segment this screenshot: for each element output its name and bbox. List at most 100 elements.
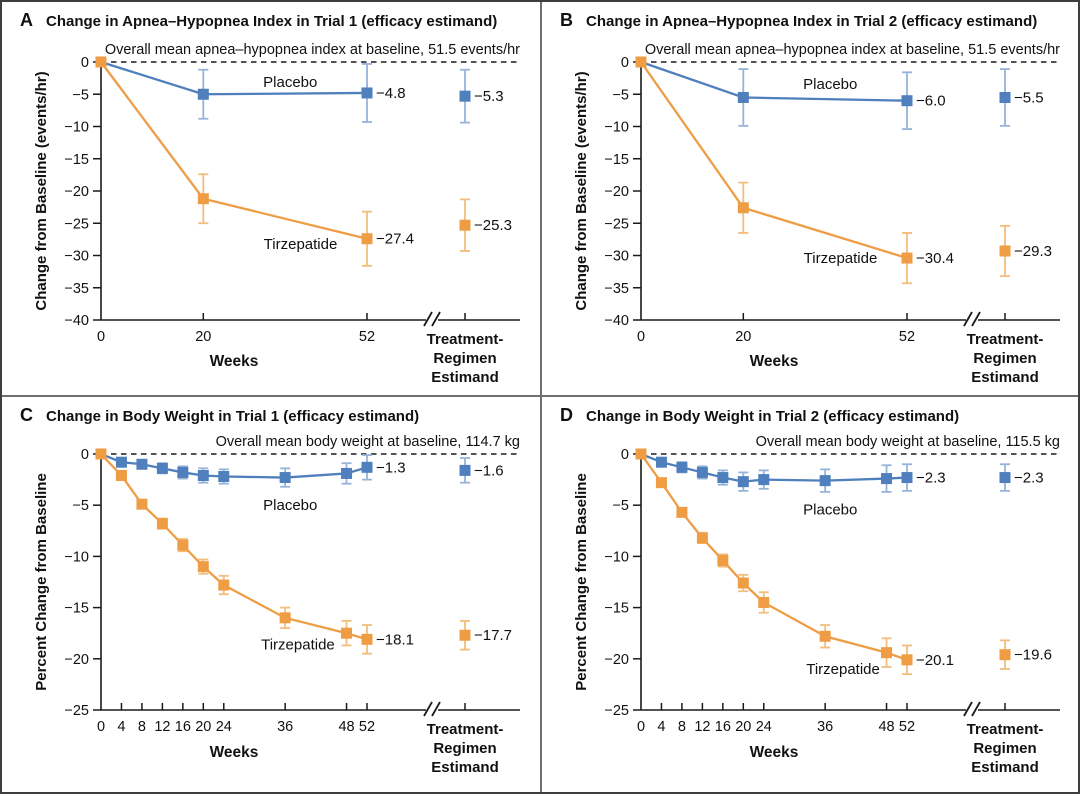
x-tick-label: 48 (878, 719, 894, 735)
tre-value-label: −25.3 (474, 217, 512, 234)
tre-value-label: −1.6 (474, 462, 504, 479)
y-tick-label: −25 (64, 703, 89, 719)
data-point-marker (901, 95, 913, 107)
data-point-marker (676, 506, 688, 518)
series-line (640, 61, 908, 260)
data-point-marker (136, 458, 148, 470)
panel-d: D Change in Body Weight in Trial 2 (effi… (540, 395, 1078, 792)
axis-break-icon (431, 701, 441, 717)
tre-value-label: −19.6 (1014, 647, 1052, 664)
x-tick-label: 8 (138, 719, 146, 735)
series-line (100, 453, 368, 641)
treatment-regimen-axis-label: Treatment- (427, 721, 504, 738)
y-tick-label: −10 (604, 549, 629, 565)
x-tick-label: 20 (195, 719, 211, 735)
treatment-regimen-axis-label: Regimen (973, 740, 1036, 757)
y-tick-label: −10 (604, 120, 629, 136)
data-point-marker (177, 466, 189, 478)
tre-point-marker (999, 91, 1011, 103)
x-tick-label: 12 (694, 719, 710, 735)
end-value-label: −2.3 (916, 470, 946, 487)
x-tick-label: 16 (715, 719, 731, 735)
data-point-marker (737, 577, 749, 589)
x-tick-label: 20 (735, 719, 751, 735)
axis-break-icon (963, 311, 973, 327)
x-tick-label: 52 (899, 719, 915, 735)
x-tick-label: 0 (637, 719, 645, 735)
panel-c-chart: 0−5−10−15−20−250 4 8 12 16 20 24 36 48 52 Treatmen… (33, 434, 520, 776)
axis-break-icon (971, 311, 981, 327)
panel-c: C Change in Body Weight in Trial 1 (effi… (2, 395, 540, 792)
panel-a-chart: 0 −5 −10 −15 −20 −25 −30 −35 −40 0 20 52 Treatment- R… (33, 42, 520, 386)
x-tick-label: 52 (359, 719, 375, 735)
treatment-regimen-axis-label: Estimand (971, 369, 1039, 386)
data-point-marker (115, 470, 127, 482)
x-tick-label: 4 (117, 719, 125, 735)
data-point-marker (676, 461, 688, 473)
data-point-marker (717, 472, 729, 484)
tre-point-marker (459, 629, 471, 641)
axis-break-icon (431, 311, 441, 327)
baseline-annotation: Overall mean apnea–hypopnea index at bas… (105, 42, 520, 58)
x-tick-label: 24 (216, 719, 232, 735)
data-point-marker (655, 456, 667, 468)
y-tick-label: −25 (604, 703, 629, 719)
series-line (100, 452, 368, 479)
end-value-label: −1.3 (376, 459, 406, 476)
panel-a: A Change in Apnea–Hypopnea Index in Tria… (2, 2, 540, 395)
end-value-label: −27.4 (376, 231, 414, 248)
treatment-regimen-axis-label: Estimand (971, 759, 1039, 776)
y-tick-label: −20 (64, 652, 89, 668)
baseline-annotation: Overall mean body weight at baseline, 11… (216, 434, 520, 450)
y-axis-title: Change from Baseline (events/hr) (33, 71, 50, 310)
data-point-marker (758, 474, 770, 486)
y-tick-label: −40 (604, 313, 629, 329)
tre-value-label: −5.3 (474, 88, 504, 105)
x-tick-label: 36 (817, 719, 833, 735)
y-tick-label: −10 (64, 549, 89, 565)
series-name-label: Placebo (803, 76, 857, 93)
y-axis-title: Percent Change from Baseline (33, 473, 50, 691)
end-value-label: −20.1 (916, 652, 954, 669)
baseline-annotation: Overall mean body weight at baseline, 11… (756, 434, 1060, 450)
y-axis-title: Change from Baseline (events/hr) (573, 71, 590, 310)
x-tick-label: 52 (899, 329, 915, 345)
series-name-label: Placebo (263, 74, 317, 91)
tre-value-label: −5.5 (1014, 89, 1044, 106)
tre-value-label: −17.7 (474, 627, 512, 644)
tre-point-marker (999, 245, 1011, 257)
x-tick-label: 48 (338, 719, 354, 735)
data-point-marker (341, 467, 353, 479)
data-point-marker (361, 461, 373, 473)
data-point-marker (361, 633, 373, 645)
baseline-annotation: Overall mean apnea–hypopnea index at bas… (645, 42, 1060, 58)
y-axis-title: Percent Change from Baseline (573, 473, 590, 691)
treatment-regimen-axis-label: Treatment- (967, 721, 1044, 738)
treatment-regimen-axis-label: Regimen (433, 350, 496, 367)
x-axis-title: Weeks (210, 744, 259, 761)
y-tick-label: −5 (72, 87, 89, 103)
panel-b: B Change in Apnea–Hypopnea Index in Tria… (540, 2, 1078, 395)
data-point-marker (361, 87, 373, 99)
series-line (640, 453, 908, 661)
x-tick-label: 0 (97, 719, 105, 735)
y-tick-label: −15 (604, 601, 629, 617)
x-axis-title: Weeks (750, 744, 799, 761)
y-tick-label: −20 (604, 652, 629, 668)
axis-break-icon (963, 701, 973, 717)
y-tick-label: −25 (64, 216, 89, 232)
data-point-marker (218, 471, 230, 483)
data-point-marker (881, 647, 893, 659)
data-point-marker (758, 596, 770, 608)
y-tick-label: 0 (81, 447, 89, 463)
x-tick-label: 52 (359, 329, 375, 345)
data-point-marker (901, 252, 913, 264)
series-name-label: Tirzepatide (264, 236, 338, 253)
y-tick-label: −5 (612, 498, 629, 514)
x-tick-label: 20 (735, 329, 751, 345)
data-point-marker (819, 630, 831, 642)
panel-letter: D (560, 405, 573, 425)
x-tick-label: 36 (277, 719, 293, 735)
tre-point-marker (999, 649, 1011, 661)
series-name-label: Tirzepatide (804, 250, 878, 267)
